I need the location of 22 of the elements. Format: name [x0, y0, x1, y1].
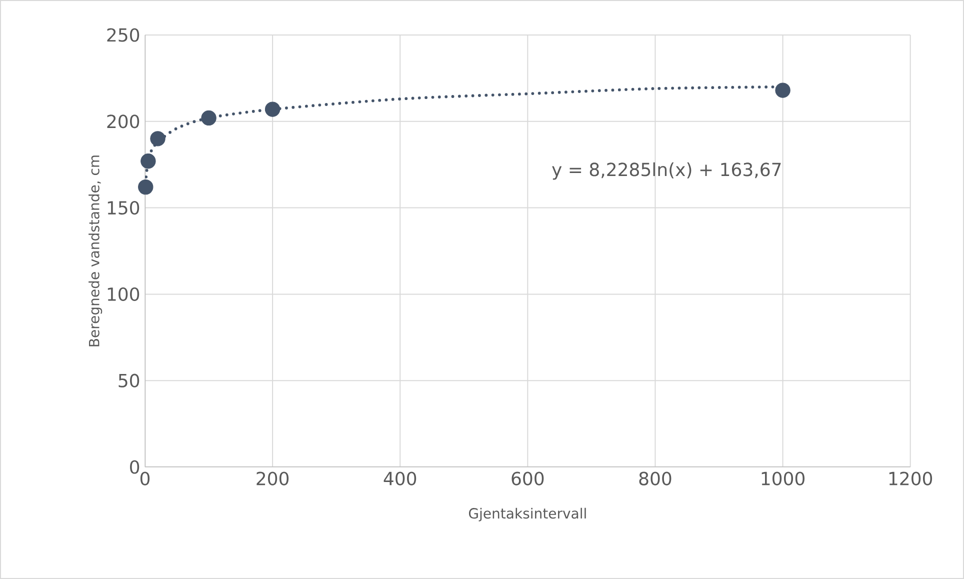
x-tick-label: 200	[256, 472, 289, 486]
y-tick-label: 0	[130, 460, 140, 474]
x-tick-label: 1200	[889, 472, 932, 486]
point	[201, 110, 216, 126]
point	[775, 82, 790, 98]
y-tick-label: 200	[107, 114, 140, 128]
x-axis-title: Gjentaksintervall	[468, 508, 586, 522]
x-tick-label: 400	[384, 472, 416, 486]
x-tick-label: 0	[140, 472, 150, 486]
x-tick-label: 1000	[762, 472, 804, 486]
point	[150, 131, 166, 146]
y-tick-label: 150	[108, 200, 140, 215]
y-tick-label: 100	[108, 287, 140, 301]
y-axis-title: Beregnede vandstande, cm	[88, 156, 102, 346]
point	[140, 154, 156, 169]
point	[138, 179, 154, 195]
x-tick-label: 600	[512, 472, 544, 486]
y-tick-label: 250	[107, 28, 140, 42]
point	[264, 102, 280, 117]
y-tick-label: 50	[118, 374, 140, 388]
x-tick-label: 800	[639, 472, 672, 486]
annotation: y = 8,2285ln(x) + 163,67	[552, 162, 781, 180]
